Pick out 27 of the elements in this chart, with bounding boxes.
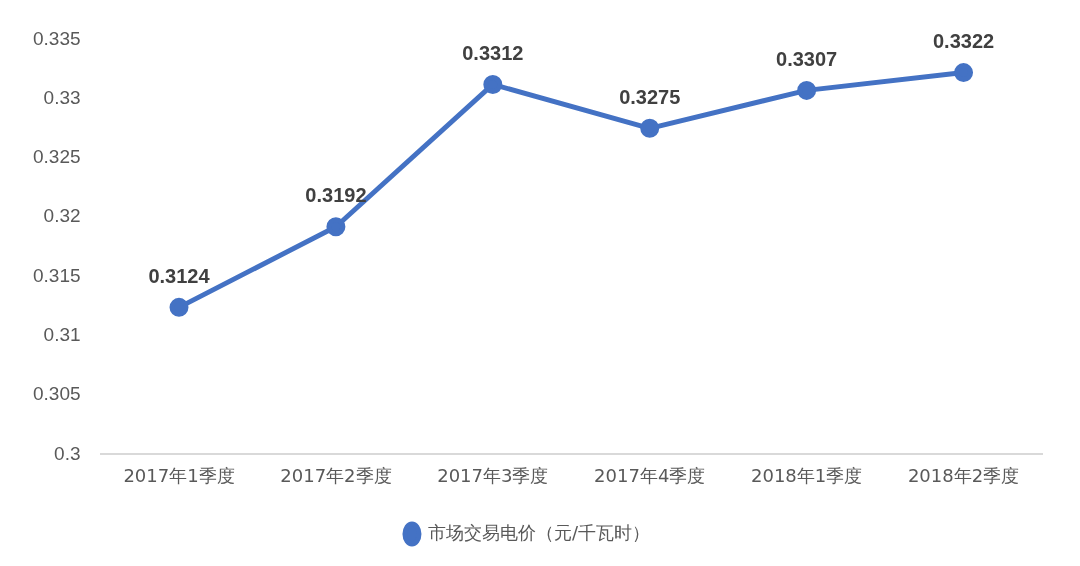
x-tick-label: 2017年2季度 [280,464,392,486]
x-tick-label: 2017年3季度 [437,464,549,486]
y-tick-label: 0.305 [33,383,81,405]
point [169,297,189,317]
data-label: 0.3307 [776,47,838,70]
y-tick-label: 0.33 [43,86,81,108]
data-label: 0.3192 [305,184,367,207]
data-label: 0.3124 [148,264,211,287]
data-label: 0.3322 [932,30,995,53]
data-label: 0.3275 [619,85,681,108]
legend-label: 市场交易电价（元/千瓦时） [427,521,651,543]
x-tick-label: 2017年4季度 [594,464,706,486]
point [954,63,974,83]
x-tick-label: 2018年2季度 [907,464,1020,486]
y-tick-label: 0.32 [43,205,81,227]
point [640,118,660,138]
point [797,80,817,100]
y-tick-label: 0.335 [33,27,81,49]
y-tick-label: 0.3 [54,442,81,464]
y-tick-label: 0.31 [43,324,81,346]
point [483,74,503,94]
point [326,217,346,237]
x-tick-label: 2017年1季度 [123,464,235,486]
data-label: 0.3312 [462,41,524,64]
y-tick-label: 0.325 [33,146,81,168]
y-tick-label: 0.315 [33,264,81,286]
x-tick-label: 2018年1季度 [751,464,863,486]
